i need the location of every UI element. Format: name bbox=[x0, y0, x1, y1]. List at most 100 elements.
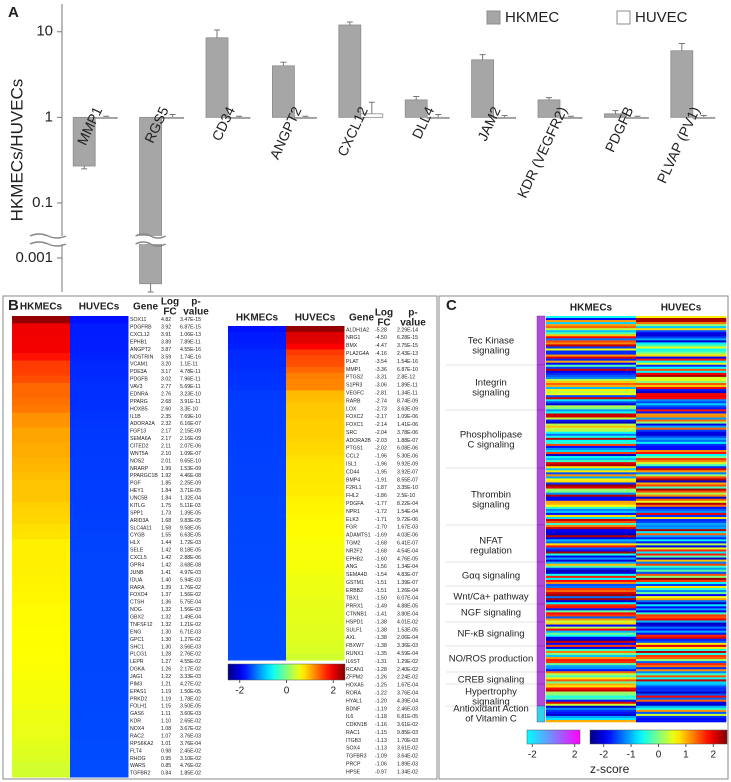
p-value: 2.40E-02 bbox=[397, 667, 418, 673]
heatmap-stripe bbox=[546, 413, 637, 416]
heatmap-cell bbox=[228, 589, 287, 597]
gene-name: VAV3 bbox=[130, 384, 143, 390]
p-value: 4.03E-06 bbox=[397, 533, 418, 539]
heatmap-stripe bbox=[546, 693, 637, 696]
heatmap-stripe bbox=[546, 372, 637, 376]
heatmap-cell bbox=[228, 343, 287, 350]
log-fc: -5.28 bbox=[375, 327, 387, 333]
heatmap-stripe bbox=[636, 594, 727, 597]
group-label: Wnt/Ca+ pathway bbox=[453, 592, 528, 603]
heatmap-cell bbox=[70, 762, 129, 771]
heatmap-stripe bbox=[546, 590, 637, 593]
p-value: 1.78E-02 bbox=[180, 696, 201, 702]
heatmap-stripe bbox=[636, 588, 727, 591]
gene-name: CITED2 bbox=[130, 443, 149, 449]
heatmap-stripe bbox=[546, 537, 637, 540]
gene-name: SHC1 bbox=[130, 644, 144, 650]
p-value: 3.78E-06 bbox=[397, 430, 418, 436]
p-value: 1.76E-02 bbox=[180, 585, 201, 591]
log-fc: 1.30 bbox=[161, 644, 171, 650]
p-value: 8.22E-04 bbox=[397, 501, 418, 507]
heatmap-stripe bbox=[636, 506, 727, 510]
heatmap-stripe bbox=[636, 439, 727, 443]
group-label: Phospholipase bbox=[460, 430, 522, 441]
heatmap-stripe bbox=[546, 581, 637, 585]
log-fc: 2.76 bbox=[161, 391, 171, 397]
heatmap-stripe bbox=[636, 476, 727, 479]
p-value: 3.36E-03 bbox=[397, 643, 418, 649]
heatmap-stripe bbox=[636, 549, 727, 552]
heatmap-stripe bbox=[546, 374, 637, 378]
heatmap-cell bbox=[286, 601, 345, 608]
heatmap-cell bbox=[286, 542, 345, 550]
heatmap-stripe bbox=[546, 527, 637, 530]
p-value: 4.55E-02 bbox=[180, 659, 201, 665]
heatmap-cell bbox=[286, 372, 345, 380]
column-header: p- bbox=[408, 308, 417, 319]
heatmap-cell bbox=[228, 419, 287, 427]
gene-name: ENG bbox=[130, 629, 141, 635]
log-fc: 1.28 bbox=[161, 652, 171, 658]
gene-name: IL1B bbox=[130, 414, 141, 420]
heatmap-stripe bbox=[636, 454, 727, 457]
heatmap-cell bbox=[286, 513, 345, 520]
log-fc: -1.91 bbox=[375, 477, 387, 483]
gene-name: TGM2 bbox=[346, 540, 361, 546]
heatmap-cell bbox=[70, 420, 129, 429]
heatmap-cell bbox=[286, 642, 345, 649]
heatmap-cell bbox=[70, 643, 129, 652]
heatmap-cell bbox=[286, 577, 345, 585]
p-value: 2.65E-02 bbox=[180, 719, 201, 725]
heatmap-cell bbox=[286, 355, 345, 362]
group-label: Hypertrophy bbox=[465, 687, 517, 698]
gene-name: ARID3A bbox=[130, 518, 149, 524]
heatmap-stripe bbox=[636, 650, 727, 654]
gene-name: SRC bbox=[346, 430, 357, 436]
log-fc: 3.87 bbox=[161, 347, 171, 353]
heatmap-stripe bbox=[546, 646, 637, 650]
gene-name: PPARGC1B bbox=[130, 473, 158, 479]
heatmap-stripe bbox=[636, 405, 727, 408]
column-header: Log bbox=[161, 297, 179, 308]
heatmap-cell bbox=[286, 490, 345, 497]
gene-name: WNT5A bbox=[130, 451, 149, 457]
gene-name: IL6 bbox=[346, 714, 353, 720]
heatmap-stripe bbox=[636, 622, 727, 625]
p-value: 3.56E-03 bbox=[180, 644, 201, 650]
heatmap-cell bbox=[228, 443, 287, 450]
log-fc: -1.28 bbox=[375, 667, 387, 673]
heatmap-stripe bbox=[546, 667, 637, 670]
heatmap-cell bbox=[70, 717, 129, 726]
heatmap-cell bbox=[286, 583, 345, 591]
p-value: 1.67E-04 bbox=[397, 683, 418, 689]
heatmap-cell bbox=[12, 472, 71, 481]
heatmap-stripe bbox=[636, 360, 727, 363]
p-value: 3.47E-15 bbox=[180, 317, 201, 323]
heatmap-cell bbox=[228, 413, 287, 421]
log-fc: -1.13 bbox=[375, 746, 387, 752]
colorbar bbox=[589, 729, 728, 745]
heatmap-stripe bbox=[636, 671, 727, 674]
heatmap-stripe bbox=[636, 604, 727, 607]
heatmap-cell bbox=[70, 501, 129, 510]
heatmap-cell bbox=[228, 501, 287, 509]
heatmap-stripe bbox=[546, 366, 637, 370]
heatmap-stripe bbox=[546, 655, 637, 658]
heatmap-stripe bbox=[636, 385, 727, 388]
heatmap-cell bbox=[12, 650, 71, 659]
p-value: 8.55E-07 bbox=[397, 477, 418, 483]
heatmap-stripe bbox=[636, 332, 727, 335]
log-fc: -1.96 bbox=[375, 462, 387, 468]
heatmap-stripe bbox=[546, 583, 637, 587]
heatmap-cell bbox=[12, 598, 71, 607]
heatmap-stripe bbox=[636, 488, 727, 491]
heatmap-stripe bbox=[636, 468, 727, 471]
column-header: value bbox=[183, 307, 209, 318]
heatmap-cell bbox=[228, 337, 287, 345]
group-label: Thrombin bbox=[471, 490, 511, 501]
log-fc: 1.42 bbox=[161, 562, 171, 568]
heatmap-stripe bbox=[546, 360, 637, 363]
p-value: 4.88E-05 bbox=[397, 604, 418, 610]
p-value: 2.45E-02 bbox=[180, 748, 201, 754]
heatmap-cell bbox=[286, 378, 345, 386]
